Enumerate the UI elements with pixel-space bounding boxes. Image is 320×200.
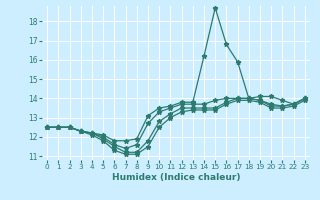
- X-axis label: Humidex (Indice chaleur): Humidex (Indice chaleur): [112, 173, 240, 182]
